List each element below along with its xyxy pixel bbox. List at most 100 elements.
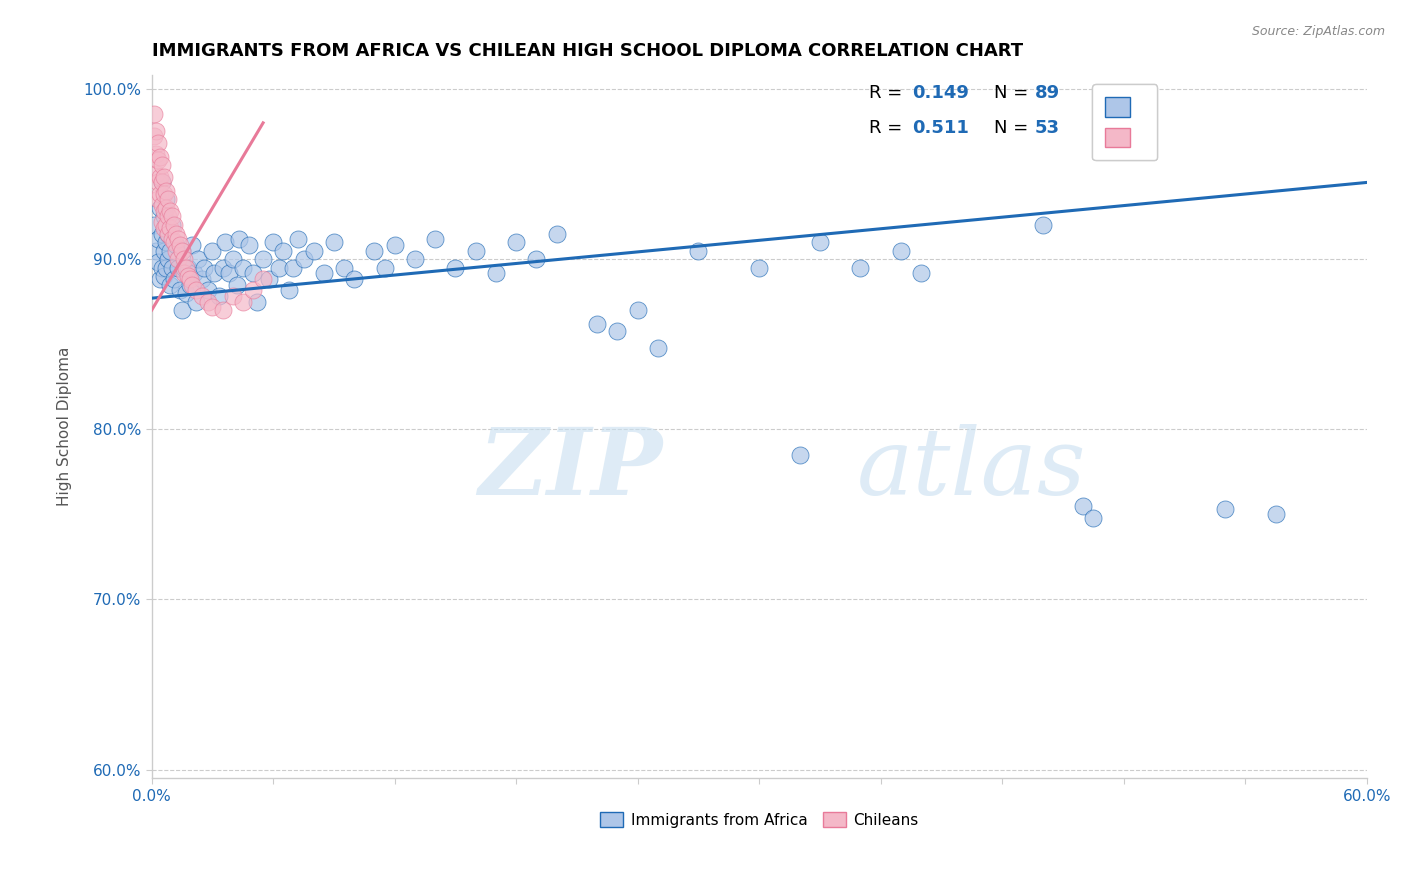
- Text: 0.511: 0.511: [912, 119, 969, 136]
- Point: [211, 260, 233, 275]
- Point: [146, 193, 169, 207]
- Point: [323, 235, 346, 249]
- Point: [333, 260, 356, 275]
- Point: [146, 232, 169, 246]
- Point: [156, 227, 179, 241]
- Point: [232, 260, 254, 275]
- Point: [211, 303, 233, 318]
- Point: [150, 227, 173, 241]
- Point: [425, 232, 447, 246]
- Point: [1071, 499, 1094, 513]
- Legend: Immigrants from Africa, Chileans: Immigrants from Africa, Chileans: [593, 805, 925, 834]
- Point: [145, 167, 167, 181]
- Point: [374, 260, 396, 275]
- Point: [173, 266, 195, 280]
- Point: [150, 260, 173, 275]
- Point: [149, 187, 172, 202]
- Point: [586, 317, 609, 331]
- Point: [187, 252, 209, 266]
- Point: [505, 235, 527, 249]
- Point: [155, 184, 177, 198]
- Point: [160, 232, 183, 246]
- Point: [146, 153, 169, 168]
- Point: [186, 294, 208, 309]
- Point: [748, 260, 770, 275]
- Point: [172, 244, 194, 258]
- Point: [464, 244, 486, 258]
- Text: 0.149: 0.149: [912, 85, 969, 103]
- Point: [283, 260, 305, 275]
- Point: [156, 210, 179, 224]
- Point: [177, 260, 200, 275]
- Point: [146, 255, 169, 269]
- Point: [910, 266, 932, 280]
- Point: [343, 272, 366, 286]
- Point: [163, 272, 186, 286]
- Point: [181, 238, 204, 252]
- Point: [546, 227, 568, 241]
- Point: [404, 252, 426, 266]
- Point: [159, 277, 181, 292]
- Point: [257, 272, 280, 286]
- Point: [179, 277, 201, 292]
- Point: [159, 221, 181, 235]
- Point: [155, 235, 177, 249]
- Point: [789, 448, 811, 462]
- Point: [173, 252, 195, 266]
- Point: [193, 260, 215, 275]
- Point: [160, 218, 183, 232]
- Point: [155, 193, 177, 207]
- Point: [153, 204, 176, 219]
- Point: [183, 266, 205, 280]
- Point: [150, 197, 173, 211]
- Point: [1032, 218, 1054, 232]
- Point: [526, 252, 548, 266]
- Point: [647, 341, 669, 355]
- Point: [150, 176, 173, 190]
- Point: [142, 107, 165, 121]
- Point: [145, 146, 167, 161]
- Point: [191, 272, 214, 286]
- Point: [149, 272, 172, 286]
- Point: [150, 214, 173, 228]
- Point: [142, 129, 165, 144]
- Point: [149, 150, 172, 164]
- Point: [384, 238, 406, 252]
- Point: [155, 218, 177, 232]
- Point: [155, 201, 177, 215]
- Text: N =: N =: [994, 119, 1033, 136]
- Point: [363, 244, 385, 258]
- Point: [222, 252, 245, 266]
- Text: atlas: atlas: [856, 424, 1085, 514]
- Point: [201, 244, 224, 258]
- Point: [207, 289, 229, 303]
- Point: [172, 303, 194, 318]
- Point: [228, 232, 250, 246]
- Point: [1264, 508, 1286, 522]
- Point: [160, 260, 183, 275]
- Point: [156, 252, 179, 266]
- Point: [252, 252, 274, 266]
- Point: [302, 244, 325, 258]
- Point: [204, 266, 226, 280]
- Point: [159, 204, 181, 219]
- Point: [150, 176, 173, 190]
- Point: [153, 187, 176, 202]
- Point: [191, 289, 214, 303]
- Point: [181, 277, 204, 292]
- Text: IMMIGRANTS FROM AFRICA VS CHILEAN HIGH SCHOOL DIPLOMA CORRELATION CHART: IMMIGRANTS FROM AFRICA VS CHILEAN HIGH S…: [152, 42, 1022, 60]
- Point: [172, 244, 194, 258]
- Point: [156, 227, 179, 241]
- Point: [179, 272, 201, 286]
- Text: N =: N =: [994, 85, 1033, 103]
- Text: R =: R =: [869, 85, 908, 103]
- Point: [312, 266, 335, 280]
- Point: [167, 252, 190, 266]
- Point: [444, 260, 467, 275]
- Point: [225, 277, 247, 292]
- Point: [242, 266, 264, 280]
- Point: [201, 300, 224, 314]
- Point: [262, 235, 284, 249]
- Point: [1083, 510, 1105, 524]
- Point: [155, 260, 177, 275]
